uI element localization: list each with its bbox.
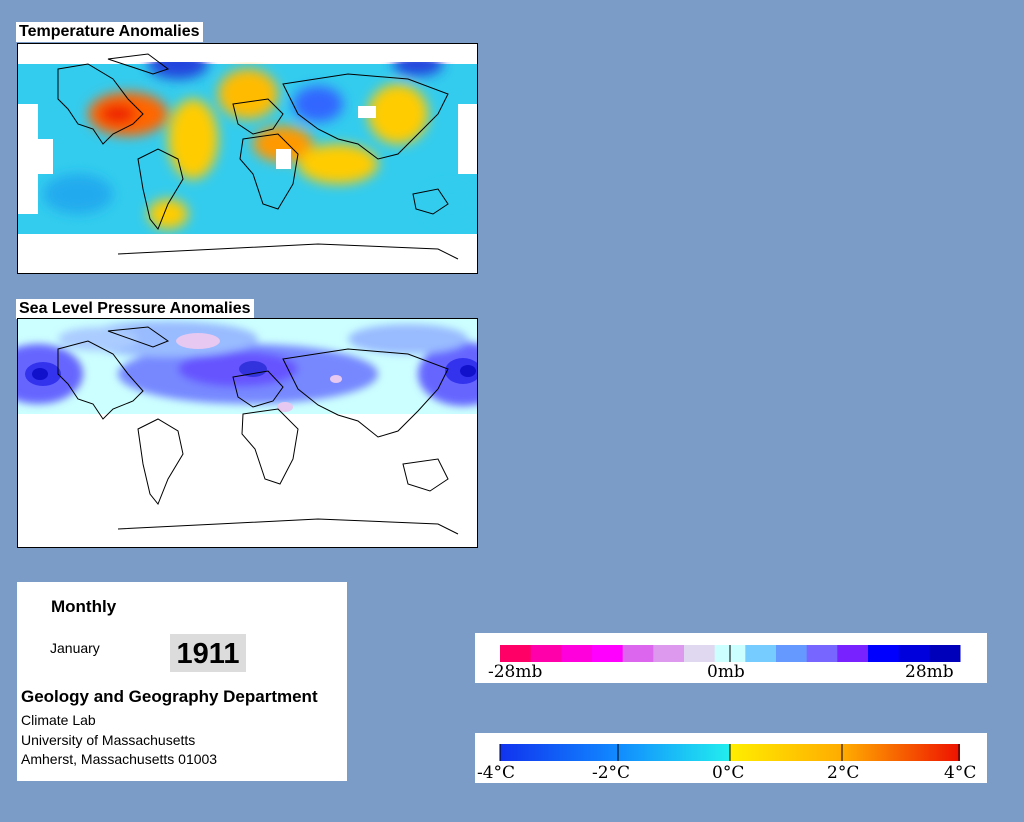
pressure-swatch-9	[776, 645, 808, 662]
department-name: Geology and Geography Department	[21, 687, 318, 706]
pressure-swatch-2	[561, 645, 593, 662]
period-type: Monthly	[51, 597, 117, 616]
temp-label-minus2: -2°C	[592, 763, 630, 783]
lab-name: Climate Lab	[21, 712, 96, 728]
pressure-swatch-14	[929, 645, 961, 662]
temp-label-zero: 0°C	[712, 763, 744, 783]
pressure-legend: -28mb 0mb 28mb	[475, 633, 987, 683]
pressure-swatch-12	[868, 645, 900, 662]
pressure-color-swatches	[500, 645, 961, 662]
temp-label-plus2: 2°C	[827, 763, 859, 783]
pressure-swatch-6	[684, 645, 716, 662]
pressure-swatch-11	[837, 645, 869, 662]
pressure-label-zero: 0mb	[707, 662, 745, 682]
pressure-swatch-3	[592, 645, 624, 662]
year-value: 1911	[176, 638, 240, 670]
pressure-map-title: Sea Level Pressure Anomalies	[16, 299, 254, 319]
info-panel: Monthly January 1911 Geology and Geograp…	[17, 582, 347, 781]
pressure-swatch-8	[745, 645, 777, 662]
pressure-label-max: 28mb	[905, 662, 954, 682]
temp-label-minus4: -4°C	[477, 763, 515, 783]
temperature-map-title: Temperature Anomalies	[16, 22, 203, 42]
pressure-swatch-5	[653, 645, 685, 662]
pressure-swatch-4	[622, 645, 654, 662]
temp-label-plus4: 4°C	[944, 763, 976, 783]
pressure-label-min: -28mb	[488, 662, 542, 682]
pressure-swatch-10	[806, 645, 838, 662]
pressure-swatch-13	[898, 645, 930, 662]
year-box: 1911	[170, 634, 246, 672]
pressure-swatch-1	[530, 645, 562, 662]
university-name: University of Massachusetts	[21, 732, 196, 748]
temperature-anomaly-map	[17, 43, 478, 274]
pressure-anomaly-map	[17, 318, 478, 548]
pressure-swatch-0	[500, 645, 532, 662]
temperature-legend: -4°C -2°C 0°C 2°C 4°C	[475, 733, 987, 783]
month-label: January	[50, 640, 100, 656]
location-address: Amherst, Massachusetts 01003	[21, 751, 218, 767]
